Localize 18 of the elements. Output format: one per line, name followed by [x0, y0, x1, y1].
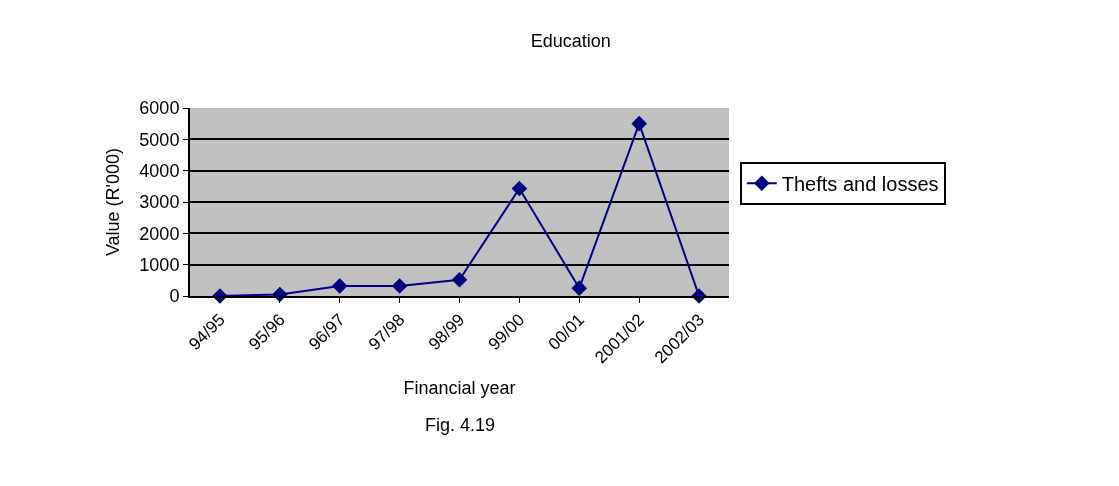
- y-axis-title: Value (R'000): [103, 147, 124, 257]
- y-tick-label: 5000: [139, 129, 180, 150]
- point: [631, 115, 647, 132]
- point: [451, 271, 468, 288]
- y-tick-label: 1000: [139, 254, 180, 275]
- point: [571, 280, 588, 296]
- legend-label: Thefts and losses: [781, 173, 939, 195]
- x-axis-title: Financial year: [403, 377, 516, 398]
- y-tick-label: 4000: [139, 160, 180, 181]
- point: [391, 278, 408, 294]
- y-tick-label: 3000: [139, 192, 180, 213]
- y-tick-label: 2000: [139, 223, 180, 244]
- caption: Fig. 4.19: [425, 415, 496, 435]
- point: [331, 278, 348, 294]
- y-tick-label: 6000: [139, 98, 180, 119]
- y-tick-label: 0: [169, 286, 180, 307]
- chart-title: Education: [530, 30, 611, 51]
- point: [511, 180, 528, 197]
